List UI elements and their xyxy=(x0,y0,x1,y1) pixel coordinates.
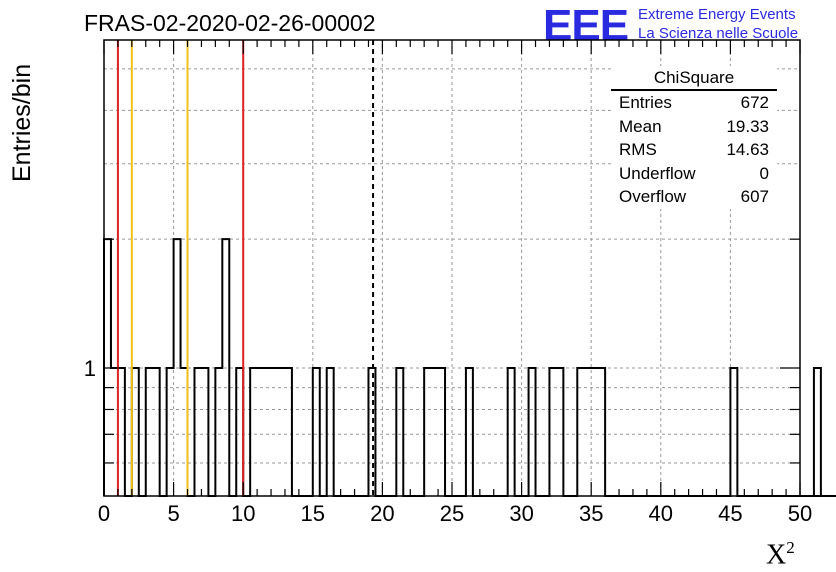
x-tick-label: 40 xyxy=(649,501,673,526)
logo-line-2: La Scienza nelle Scuole xyxy=(638,25,799,42)
stats-box-title: ChiSquare xyxy=(611,66,777,91)
stats-row-overflow: Overflow 607 xyxy=(611,185,777,209)
x-tick-label: 5 xyxy=(167,501,179,526)
x-tick-label: 35 xyxy=(579,501,603,526)
stats-label: Overflow xyxy=(619,187,687,206)
stats-label: Entries xyxy=(619,93,672,112)
x-axis-label: X2 xyxy=(766,538,795,571)
stats-value: 607 xyxy=(740,187,769,206)
stats-row-entries: Entries 672 xyxy=(611,91,777,115)
stats-row-mean: Mean 19.33 xyxy=(611,115,777,139)
stats-value: 19.33 xyxy=(726,116,769,136)
x-tick-label: 25 xyxy=(440,501,464,526)
stats-label: RMS xyxy=(619,140,657,159)
stats-value: 672 xyxy=(740,93,769,112)
histogram-series xyxy=(103,238,836,497)
x-axis-label-base: X xyxy=(766,539,787,571)
x-tick-label: 15 xyxy=(301,501,325,526)
x-axis-label-superscript: 2 xyxy=(786,538,795,557)
x-tick-label: 10 xyxy=(231,501,255,526)
stats-label: Mean xyxy=(619,116,662,136)
stats-value: 14.63 xyxy=(726,140,769,159)
stats-label: Underflow xyxy=(619,163,696,183)
x-tick-label: 0 xyxy=(98,501,110,526)
x-tick-label: 30 xyxy=(509,501,533,526)
x-tick-label: 50 xyxy=(788,501,812,526)
stats-box: ChiSquare Entries 672 Mean 19.33 RMS 14.63 … xyxy=(611,66,777,209)
stats-value: 0 xyxy=(759,163,769,183)
stats-row-rms: RMS 14.63 xyxy=(611,138,777,162)
chart-title: FRAS-02-2020-02-26-00002 xyxy=(84,10,376,36)
x-tick-label: 45 xyxy=(718,501,742,526)
x-tick-label: 20 xyxy=(370,501,394,526)
logo-line-1: Extreme Energy Events xyxy=(638,6,796,23)
y-tick-label: 1 xyxy=(84,356,96,381)
stats-row-underflow: Underflow 0 xyxy=(611,162,777,186)
